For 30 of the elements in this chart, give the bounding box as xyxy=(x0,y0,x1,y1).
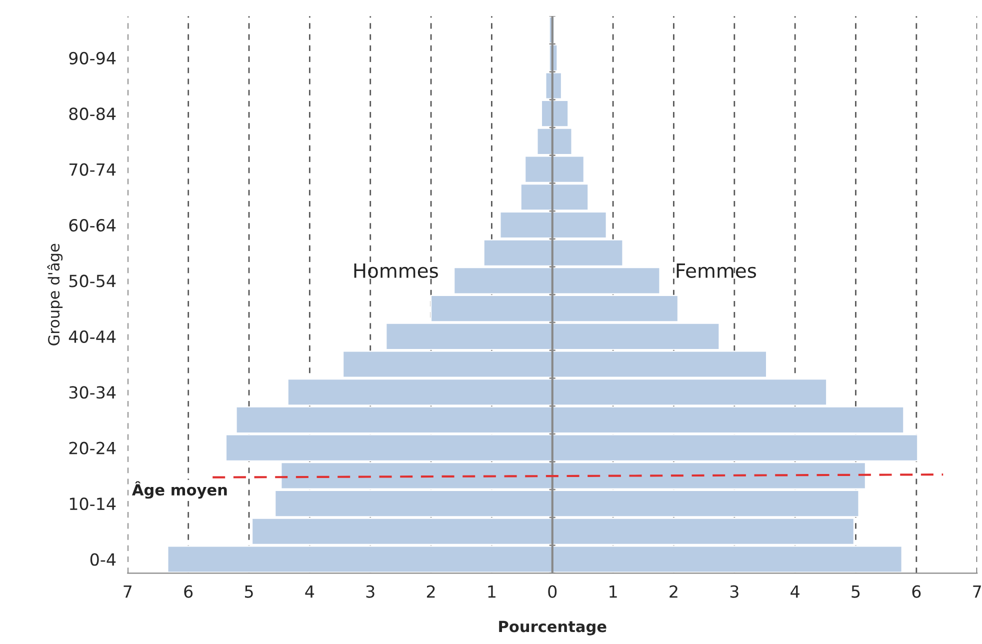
y-tick-label: 20-24 xyxy=(69,442,116,454)
x-tick-label: 2 xyxy=(670,585,678,598)
x-tick-label: 0 xyxy=(548,585,557,598)
x-tick-label: 5 xyxy=(852,585,860,598)
x-axis-title: Pourcentage xyxy=(499,620,606,636)
y-tick-label: 70-74 xyxy=(69,163,116,176)
x-tick-label: 4 xyxy=(790,585,800,598)
annotation: Âge moyen xyxy=(132,481,227,499)
y-axis-title: Groupe d'âge xyxy=(47,244,63,346)
x-tick-label: 5 xyxy=(244,585,253,598)
x-tick-label: 7 xyxy=(973,585,981,598)
y-tick-label: 90-94 xyxy=(69,52,116,64)
series-label: Femmes xyxy=(676,264,756,278)
x-tick-label: 3 xyxy=(730,585,738,598)
y-tick-label: 10-14 xyxy=(70,497,116,510)
y-tick-label: 60-64 xyxy=(69,218,116,232)
y-tick-label: 50-54 xyxy=(69,274,116,288)
x-tick-label: 3 xyxy=(366,585,374,598)
x-tick-label: 6 xyxy=(184,585,193,598)
y-tick-label: 30-34 xyxy=(69,386,116,399)
x-tick-label: 1 xyxy=(610,585,617,598)
x-tick-label: 4 xyxy=(305,585,314,598)
x-tick-label: 1 xyxy=(488,585,496,598)
x-tick-label: 2 xyxy=(426,585,435,598)
y-tick-label: 0-4 xyxy=(90,553,116,566)
x-tick-label: 6 xyxy=(912,585,921,598)
x-tick-label: 7 xyxy=(124,585,132,598)
series-label: Hommes xyxy=(354,264,438,278)
y-tick-label: 80-84 xyxy=(69,108,116,120)
y-tick-label: 40-44 xyxy=(68,330,116,343)
